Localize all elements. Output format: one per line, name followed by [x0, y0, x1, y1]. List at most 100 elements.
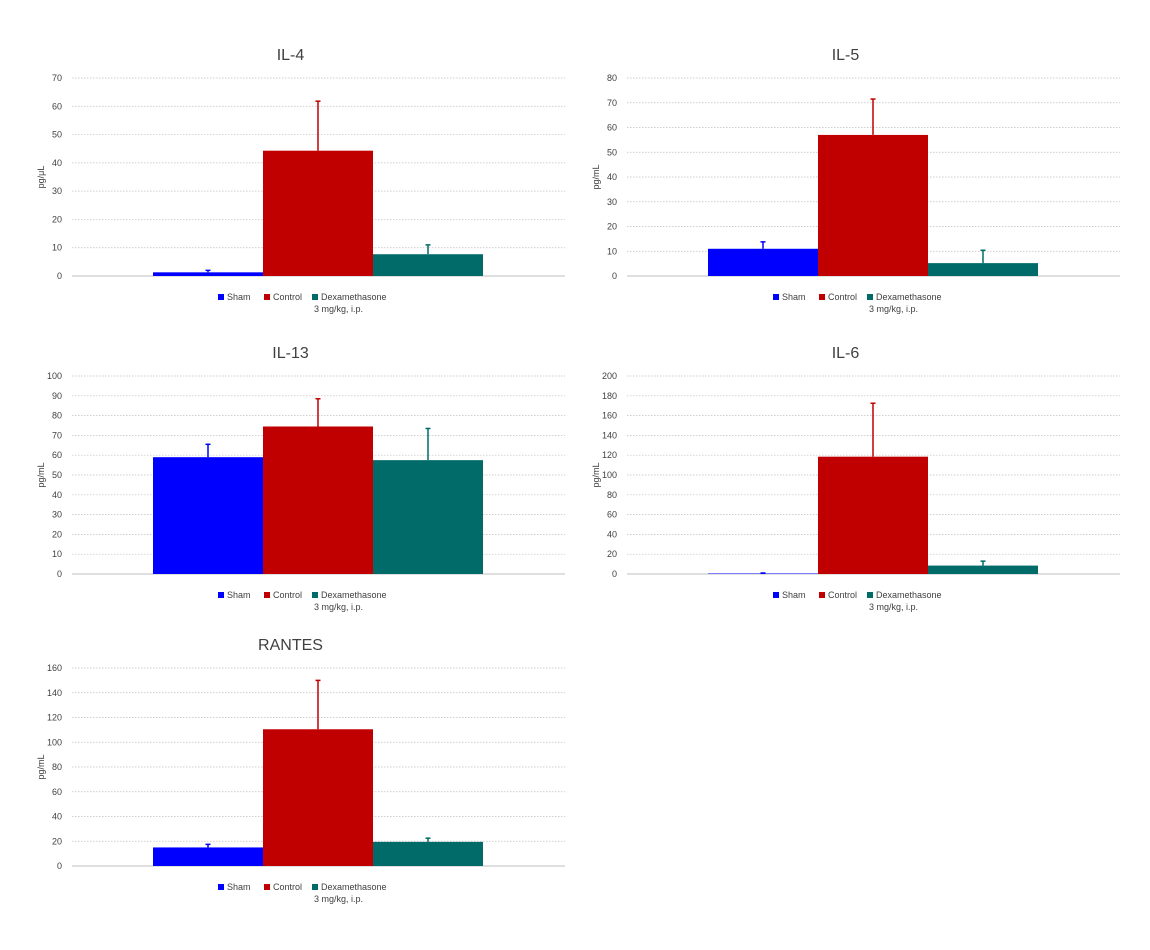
legend-label-sham: Sham [782, 292, 806, 302]
y-tick-label: 30 [52, 510, 62, 520]
chart-svg: IL-4 0 10 20 30 40 50 60 70 pg/μL Sham Control Dexam… [36, 47, 565, 314]
y-tick-label: 60 [52, 101, 62, 111]
y-tick-label: 80 [52, 411, 62, 421]
legend-label-control: Control [273, 882, 302, 892]
legend-swatch-dexamethasone [867, 294, 873, 300]
legend-swatch-control [264, 592, 270, 598]
y-tick-label: 40 [607, 529, 617, 539]
y-tick-label: 80 [607, 73, 617, 83]
y-tick-label: 10 [52, 243, 62, 253]
y-tick-label: 60 [52, 787, 62, 797]
legend-label-sham: Sham [227, 292, 251, 302]
y-axis-label: pg/mL [36, 462, 46, 487]
y-tick-label: 50 [607, 147, 617, 157]
chart-svg: RANTES 0 20 40 60 80 100 120 140 160 pg/mL Sham Cont… [36, 637, 565, 904]
chart-il4: IL-4 0 10 20 30 40 50 60 70 pg/μL Sham Control Dexam… [30, 40, 575, 320]
legend-swatch-sham [773, 294, 779, 300]
y-tick-label: 70 [52, 73, 62, 83]
y-tick-label: 10 [607, 246, 617, 256]
bar-dexamethasone [928, 263, 1038, 276]
bar-dexamethasone [928, 565, 1038, 574]
chart-title: IL-6 [832, 345, 860, 362]
chart-svg: IL-13 0 10 20 30 40 50 60 70 80 90 100 pg/mL Sham Cont… [36, 345, 565, 612]
y-tick-label: 100 [47, 371, 62, 381]
chart-il13: IL-13 0 10 20 30 40 50 60 70 80 90 100 pg/mL Sham Cont… [30, 338, 575, 618]
legend-swatch-control [819, 294, 825, 300]
legend-swatch-sham [218, 592, 224, 598]
y-tick-label: 40 [52, 490, 62, 500]
y-tick-label: 30 [607, 197, 617, 207]
legend-label-control: Control [828, 292, 857, 302]
legend-label-sham: Sham [227, 590, 251, 600]
y-tick-label: 60 [607, 510, 617, 520]
legend-label-dexamethasone: Dexamethasone 3 mg/kg, i.p. [869, 292, 942, 314]
chart-title: IL-13 [272, 345, 309, 362]
chart-title: IL-4 [277, 47, 305, 64]
y-tick-label: 30 [52, 186, 62, 196]
y-tick-label: 180 [602, 391, 617, 401]
y-tick-label: 0 [57, 271, 62, 281]
chart-il6: IL-6 0 20 40 60 80 100 120 140 160 180 200 pg/mL Sham… [585, 338, 1130, 618]
legend-label-dexamethasone: Dexamethasone 3 mg/kg, i.p. [314, 882, 387, 904]
bar-control [818, 134, 928, 276]
bar-sham [153, 457, 263, 574]
y-tick-label: 20 [52, 214, 62, 224]
legend-swatch-control [264, 884, 270, 890]
y-tick-label: 50 [52, 470, 62, 480]
y-tick-label: 20 [607, 222, 617, 232]
legend-label-control: Control [273, 292, 302, 302]
bar-sham [708, 248, 818, 276]
legend-swatch-dexamethasone [312, 592, 318, 598]
bar-control [263, 150, 373, 276]
legend-swatch-control [264, 294, 270, 300]
bar-control [263, 729, 373, 866]
y-tick-label: 40 [52, 158, 62, 168]
legend-swatch-sham [218, 884, 224, 890]
legend-label-dexamethasone: Dexamethasone 3 mg/kg, i.p. [314, 590, 387, 612]
legend-label-control: Control [273, 590, 302, 600]
bar-sham [153, 272, 263, 276]
y-tick-label: 40 [607, 172, 617, 182]
y-tick-label: 60 [52, 450, 62, 460]
bar-control [818, 456, 928, 574]
y-tick-label: 100 [602, 470, 617, 480]
legend-label-dexamethasone: Dexamethasone 3 mg/kg, i.p. [869, 590, 942, 612]
legend-label-sham: Sham [782, 590, 806, 600]
y-tick-label: 20 [52, 836, 62, 846]
y-tick-label: 50 [52, 130, 62, 140]
y-tick-label: 20 [607, 549, 617, 559]
legend-swatch-dexamethasone [312, 294, 318, 300]
y-tick-label: 90 [52, 391, 62, 401]
y-tick-label: 0 [57, 569, 62, 579]
legend-label-sham: Sham [227, 882, 251, 892]
legend-swatch-dexamethasone [867, 592, 873, 598]
y-axis-label: pg/mL [591, 462, 601, 487]
bar-dexamethasone [373, 254, 483, 276]
y-axis-label: pg/μL [36, 166, 46, 189]
y-tick-label: 80 [607, 490, 617, 500]
y-tick-label: 70 [52, 430, 62, 440]
chart-title: IL-5 [832, 47, 860, 64]
y-axis-label: pg/mL [36, 754, 46, 779]
y-tick-label: 160 [602, 411, 617, 421]
chart-svg: IL-6 0 20 40 60 80 100 120 140 160 180 200 pg/mL Sham… [591, 345, 1120, 612]
chart-il5: IL-5 0 10 20 30 40 50 60 70 80 pg/mL Sham Control Dex… [585, 40, 1130, 320]
y-axis-label: pg/mL [591, 164, 601, 189]
y-tick-label: 0 [612, 569, 617, 579]
legend-label-dexamethasone: Dexamethasone 3 mg/kg, i.p. [314, 292, 387, 314]
chart-svg: IL-5 0 10 20 30 40 50 60 70 80 pg/mL Sham Control Dex… [591, 47, 1120, 314]
chart-rantes: RANTES 0 20 40 60 80 100 120 140 160 pg/mL Sham Cont… [30, 630, 575, 910]
y-tick-label: 20 [52, 529, 62, 539]
legend-swatch-dexamethasone [312, 884, 318, 890]
legend-label-control: Control [828, 590, 857, 600]
bar-sham [153, 847, 263, 866]
y-tick-label: 160 [47, 663, 62, 673]
legend-swatch-sham [218, 294, 224, 300]
bar-dexamethasone [373, 841, 483, 866]
y-tick-label: 140 [602, 430, 617, 440]
y-tick-label: 0 [612, 271, 617, 281]
y-tick-label: 10 [52, 549, 62, 559]
bar-dexamethasone [373, 460, 483, 574]
y-tick-label: 140 [47, 688, 62, 698]
y-tick-label: 120 [602, 450, 617, 460]
